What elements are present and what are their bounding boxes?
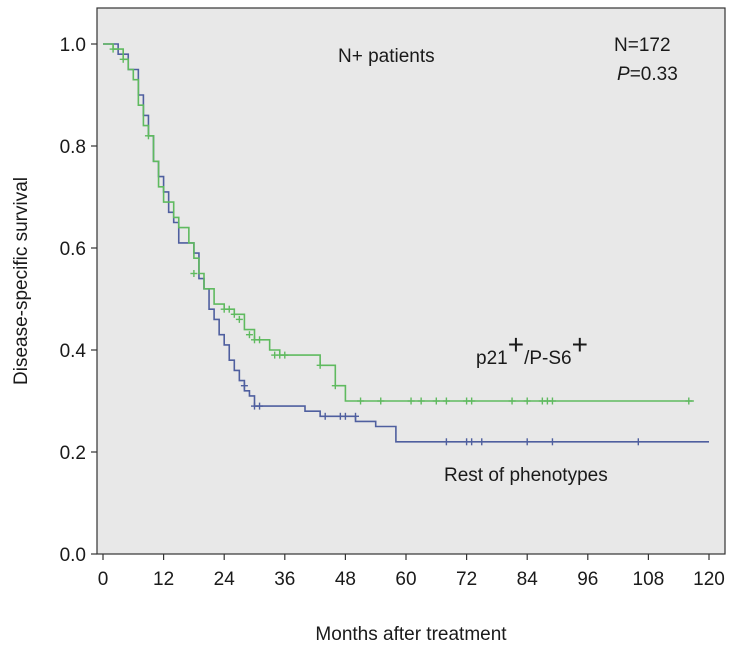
x-tick-label: 36 [274, 569, 295, 590]
x-tick-label: 84 [517, 569, 539, 590]
censor-mark-p21-ps6 [119, 55, 127, 63]
subgroup-annotation: N+ patients [338, 46, 435, 67]
censor-mark-rest-of-phenotypes [240, 382, 248, 390]
censor-mark-p21-ps6 [316, 361, 324, 369]
censor-mark-p21-ps6 [281, 351, 289, 359]
censor-mark-p21-ps6 [190, 270, 198, 277]
censor-mark-rest-of-phenotypes [256, 402, 264, 410]
censor-mark-p21-ps6 [144, 132, 152, 140]
x-tick-label: 0 [98, 569, 109, 590]
y-axis: 0.0 0.2 0.4 0.6 0.8 1.0 [60, 35, 97, 566]
censor-mark-p21-ps6 [357, 397, 365, 405]
x-tick-label: 12 [153, 569, 174, 590]
y-tick-label: 0.4 [60, 341, 87, 362]
y-axis-title: Disease-specific survival [11, 177, 32, 385]
censor-mark-rest-of-phenotypes [523, 438, 531, 446]
censor-mark-rest-of-phenotypes [468, 438, 476, 446]
censor-mark-rest-of-phenotypes [548, 438, 556, 446]
x-axis-title: Months after treatment [315, 624, 507, 645]
x-tick-label: 108 [633, 569, 665, 590]
censor-mark-p21-ps6 [432, 397, 440, 405]
y-tick-label: 1.0 [60, 35, 86, 56]
censor-mark-p21-ps6 [685, 397, 693, 405]
p-value-annotation: P=0.33 [617, 64, 678, 85]
censor-mark-p21-ps6 [468, 397, 476, 405]
censor-mark-rest-of-phenotypes [341, 412, 349, 420]
censor-mark-rest-of-phenotypes [442, 438, 450, 446]
x-tick-label: 120 [693, 569, 725, 590]
x-tick-label: 24 [214, 569, 236, 590]
censor-mark-p21-ps6 [230, 310, 238, 318]
censor-mark-rest-of-phenotypes [634, 438, 642, 446]
series-label-rest: Rest of phenotypes [444, 465, 608, 486]
censor-mark-p21-ps6 [523, 397, 531, 405]
censor-mark-rest-of-phenotypes [321, 412, 329, 420]
censor-mark-p21-ps6 [331, 382, 339, 390]
censor-mark-p21-ps6 [407, 397, 415, 405]
censor-mark-p21-ps6 [235, 315, 243, 323]
x-tick-label: 72 [456, 569, 477, 590]
n-annotation: N=172 [614, 35, 671, 56]
y-tick-label: 0.2 [60, 443, 86, 464]
censor-mark-p21-ps6 [245, 331, 253, 339]
y-tick-label: 0.8 [60, 137, 86, 158]
censor-mark-p21-ps6 [417, 397, 425, 405]
x-axis: 0 12 24 36 48 60 72 84 96 108 120 [98, 554, 725, 590]
censor-mark-p21-ps6 [548, 397, 556, 405]
p-number: =0.33 [630, 64, 678, 85]
x-tick-label: 96 [577, 569, 598, 590]
plot-background [96, 7, 726, 555]
x-tick-label: 48 [335, 569, 356, 590]
x-tick-label: 60 [395, 569, 416, 590]
y-tick-label: 0.6 [60, 239, 86, 260]
curve-p21-ps6 [103, 43, 694, 402]
censor-mark-rest-of-phenotypes [478, 438, 486, 446]
censor-mark-p21-ps6 [377, 397, 385, 405]
p-symbol: P [617, 64, 630, 85]
y-tick-label: 0.0 [60, 545, 86, 566]
censor-mark-p21-ps6 [442, 397, 450, 405]
censor-mark-p21-ps6 [508, 397, 516, 405]
censor-mark-p21-ps6 [109, 45, 117, 53]
censor-mark-rest-of-phenotypes [352, 412, 359, 420]
survival-curves [103, 43, 709, 446]
censor-mark-p21-ps6 [256, 336, 264, 344]
censor-mark-p21-ps6 [225, 305, 233, 313]
series-label-p21-ps6: p21+/P-S6+ [476, 329, 588, 369]
